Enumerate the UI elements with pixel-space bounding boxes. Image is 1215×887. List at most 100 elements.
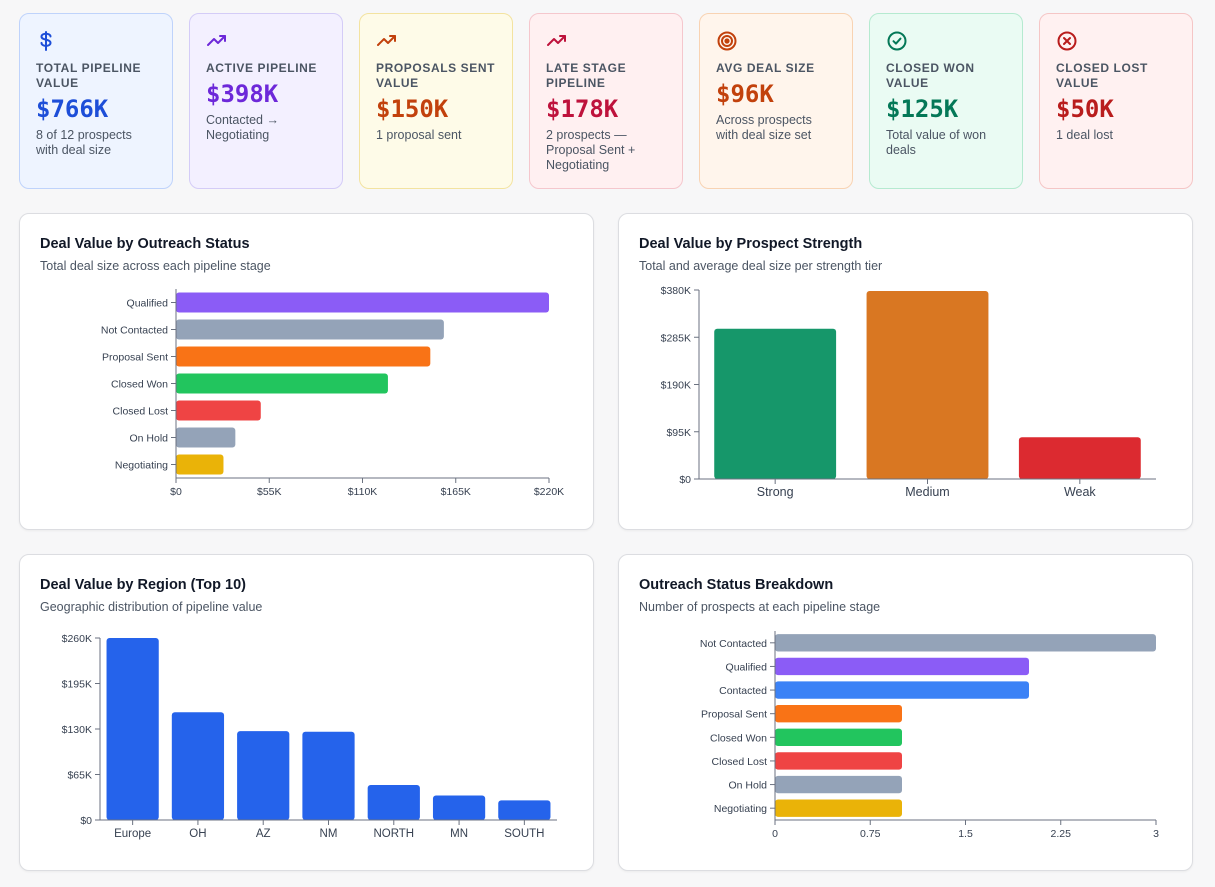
kpi-label: Closed Lost Value — [1056, 61, 1148, 90]
bar — [775, 704, 902, 723]
category-label: SOUTH — [504, 828, 544, 840]
bar — [775, 634, 1156, 652]
category-label: NM — [320, 828, 338, 840]
kpi-card-avg-deal-size: Avg Deal Size $96K Across prospects with d… — [699, 13, 853, 189]
trending-up-icon — [206, 30, 326, 52]
kpi-subtext: Contacted → Negotiating — [206, 113, 279, 142]
tick-label: $0 — [679, 474, 691, 486]
tick-label: $260K — [62, 633, 92, 645]
chart-title: Deal Value by Outreach Status — [40, 236, 250, 252]
category-label: Negotiating — [714, 803, 767, 815]
kpi-label: Closed Won Value — [886, 61, 975, 90]
chart-title: Outreach Status Breakdown — [639, 577, 834, 593]
kpi-value: $178K — [546, 95, 619, 123]
tick-label: $130K — [62, 724, 92, 736]
category-label: AZ — [256, 828, 271, 840]
tick-label: $65K — [67, 770, 92, 782]
trending-up-icon — [546, 30, 666, 52]
bar — [237, 731, 290, 820]
category-label: MN — [450, 828, 468, 840]
category-label: Medium — [905, 485, 949, 499]
kpi-value: $398K — [206, 80, 279, 108]
kpi-value: $766K — [36, 95, 109, 123]
deal-value-by-status-chart: Qualified Not Contacted Proposal Sent Close… — [101, 289, 564, 498]
kpi-label: Total Pipeline Value — [36, 61, 142, 90]
tick-label: $220K — [534, 486, 564, 498]
category-label: NORTH — [373, 828, 414, 840]
kpi-value: $150K — [376, 95, 449, 123]
category-label: Negotiating — [115, 460, 168, 472]
bar — [176, 292, 549, 313]
chart-subtitle: Geographic distribution of pipeline valu… — [40, 600, 263, 614]
dollar-icon — [36, 30, 156, 52]
kpi-label: Late Stage Pipeline — [546, 61, 627, 90]
tick-label: 3 — [1153, 828, 1159, 840]
kpi-label: Active Pipeline — [206, 61, 318, 75]
chart-card-status-value: Deal Value by Outreach Status Total deal… — [19, 213, 594, 530]
kpi-card-proposals-sent: Proposals Sent Value $150K 1 proposal sent — [359, 13, 513, 189]
x-circle-icon — [1056, 30, 1176, 52]
target-icon — [716, 30, 836, 52]
bar — [176, 373, 388, 394]
kpi-label: Avg Deal Size — [716, 61, 815, 75]
kpi-subtext: 1 deal lost — [1056, 128, 1113, 142]
category-label: Proposal Sent — [701, 709, 767, 721]
category-label: Europe — [114, 828, 151, 840]
bar — [714, 328, 837, 479]
chart-card-region: Deal Value by Region (Top 10) Geographic… — [19, 554, 594, 871]
bar — [176, 427, 236, 448]
bar — [176, 400, 261, 421]
chart-title: Deal Value by Region (Top 10) — [40, 577, 246, 593]
tick-label: $110K — [348, 486, 378, 498]
tick-label: $195K — [62, 679, 92, 691]
tick-label: $285K — [661, 332, 691, 344]
bar — [775, 799, 902, 817]
kpi-subtext: Total value of won deals — [886, 128, 987, 157]
tick-label: $95K — [666, 427, 691, 439]
tick-label: $190K — [661, 380, 691, 392]
kpi-subtext: Across prospects with deal size set — [716, 113, 812, 142]
tick-label: $0 — [170, 486, 182, 498]
bar — [775, 752, 902, 770]
category-label: Closed Won — [710, 732, 767, 744]
kpi-label: Proposals Sent Value — [376, 61, 496, 90]
deal-value-by-strength-chart: Strong Medium Weak $0 $95K $190K $285K $380K — [661, 285, 1156, 499]
chart-card-strength: Deal Value by Prospect Strength Total an… — [618, 213, 1193, 530]
kpi-value: $50K — [1056, 95, 1114, 123]
bar — [866, 290, 989, 479]
category-label: Closed Lost — [712, 756, 768, 768]
outreach-status-breakdown-chart: Not Contacted Qualified Contacted Proposal … — [700, 631, 1159, 840]
kpi-card-closed-lost: Closed Lost Value $50K 1 deal lost — [1039, 13, 1193, 189]
category-label: Closed Lost — [113, 406, 169, 418]
category-label: OH — [189, 828, 206, 840]
bar — [498, 800, 551, 820]
bar — [176, 454, 224, 475]
bar — [176, 319, 444, 340]
bar — [1018, 437, 1141, 479]
bar — [171, 712, 225, 820]
chart-subtitle: Total and average deal size per strength… — [639, 259, 883, 273]
category-label: Closed Won — [111, 379, 168, 391]
chart-subtitle: Total deal size across each pipeline sta… — [40, 259, 271, 273]
trending-up-icon — [376, 30, 496, 52]
category-label: Proposal Sent — [102, 352, 168, 364]
check-circle-icon — [886, 30, 1006, 52]
kpi-subtext: 8 of 12 prospects with deal size — [36, 128, 132, 157]
category-label: Not Contacted — [101, 325, 168, 337]
kpi-value: $96K — [716, 80, 774, 108]
kpi-value: $125K — [886, 95, 959, 123]
bar — [367, 785, 420, 820]
category-label: On Hold — [129, 433, 168, 445]
bar — [775, 775, 902, 794]
kpi-card-late-stage: Late Stage Pipeline $178K 2 prospects — Pr… — [529, 13, 683, 189]
bar — [176, 346, 431, 367]
category-label: Weak — [1064, 485, 1096, 499]
bar — [432, 795, 486, 820]
category-label: Contacted — [719, 685, 767, 697]
kpi-subtext: 1 proposal sent — [376, 128, 462, 142]
tick-label: 1.5 — [958, 828, 973, 840]
kpi-card-active-pipeline: Active Pipeline $398K Contacted → Negotiat… — [189, 13, 343, 189]
category-label: On Hold — [728, 780, 767, 792]
chart-card-status-count: Outreach Status Breakdown Number of pros… — [618, 554, 1193, 871]
chart-subtitle: Number of prospects at each pipeline sta… — [639, 600, 881, 614]
